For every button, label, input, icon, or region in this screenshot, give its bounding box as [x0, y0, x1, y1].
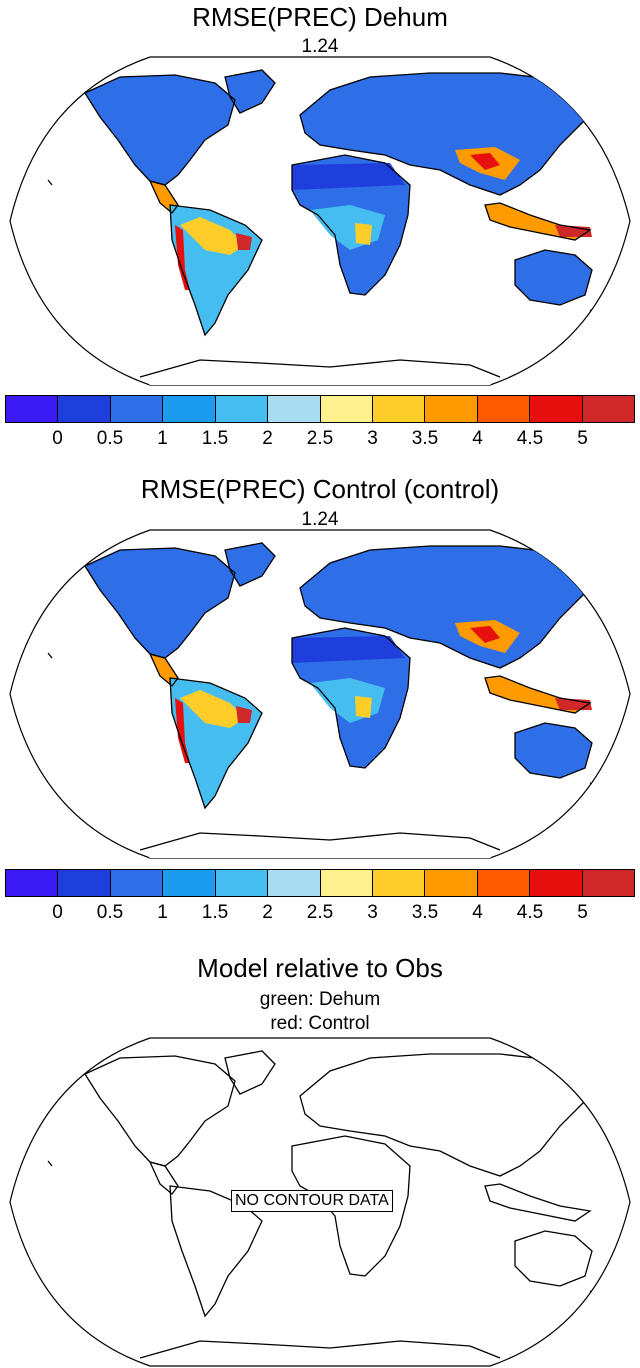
- colorbar-swatch-4: [215, 396, 269, 422]
- colorbar-tick-label: 4: [472, 428, 483, 449]
- colorbar-tick-label: 1.5: [201, 428, 229, 449]
- colorbar-tick-label: 3.5: [411, 428, 439, 449]
- panel2-map: [0, 528, 640, 860]
- colorbar-swatch-5: [268, 870, 321, 896]
- legend-green: green: Dehum: [259, 989, 381, 1010]
- colorbar-swatch-2: [110, 870, 164, 896]
- colorbar-swatch-1: [58, 396, 111, 422]
- colorbar-swatch-3: [163, 870, 216, 896]
- panel2-title: RMSE(PREC) Control (control): [140, 474, 500, 504]
- colorbar-swatch-9: [477, 396, 531, 422]
- colorbar-swatch-7: [372, 870, 426, 896]
- colorbar-swatch-9: [477, 870, 531, 896]
- colorbar-swatch-4: [215, 870, 269, 896]
- colorbar-swatch-3: [163, 396, 216, 422]
- colorbar-tick-label: 5: [577, 902, 588, 923]
- colorbar-2-labels: 0 0.5 1 1.5 2 2.5 3 3.5 4 4.5 5: [0, 902, 640, 928]
- colorbar-tick-label: 1: [157, 428, 168, 449]
- colorbar-tick-label: 0: [52, 902, 63, 923]
- panel2-value: 1.24: [301, 509, 339, 530]
- colorbar-tick-label: 4: [472, 902, 483, 923]
- colorbar-tick-label: 2: [262, 902, 273, 923]
- colorbar-tick-label: 0.5: [96, 428, 124, 449]
- colorbar-tick-label: 0.5: [96, 902, 124, 923]
- colorbar-swatch-11: [582, 396, 635, 422]
- colorbar-tick-label: 0: [52, 428, 63, 449]
- colorbar-1: [5, 395, 635, 423]
- colorbar-tick-label: 2: [262, 428, 273, 449]
- panel1-title: RMSE(PREC) Dehum: [192, 2, 448, 32]
- colorbar-tick-label: 5: [577, 428, 588, 449]
- colorbar-tick-label: 1.5: [201, 902, 229, 923]
- colorbar-swatch-0: [6, 870, 59, 896]
- legend-red: red: Control: [270, 1013, 370, 1034]
- panel3-title: Model relative to Obs: [197, 953, 443, 983]
- colorbar-tick-label: 3.5: [411, 902, 439, 923]
- colorbar-swatch-8: [425, 870, 478, 896]
- colorbar-tick-label: 3: [367, 428, 378, 449]
- colorbar-swatch-6: [320, 870, 373, 896]
- colorbar-swatch-0: [6, 396, 59, 422]
- colorbar-tick-label: 2.5: [306, 902, 334, 923]
- colorbar-swatch-10: [530, 396, 583, 422]
- colorbar-tick-label: 3: [367, 902, 378, 923]
- colorbar-swatch-2: [110, 396, 164, 422]
- colorbar-swatch-10: [530, 870, 583, 896]
- colorbar-swatch-1: [58, 870, 111, 896]
- colorbar-tick-label: 4.5: [516, 902, 544, 923]
- panel1-map: [0, 55, 640, 387]
- colorbar-1-labels: 0 0.5 1 1.5 2 2.5 3 3.5 4 4.5 5: [0, 428, 640, 454]
- colorbar-swatch-5: [268, 396, 321, 422]
- panel1-value: 1.24: [301, 36, 339, 57]
- colorbar-tick-label: 2.5: [306, 428, 334, 449]
- no-contour-data-label: NO CONTOUR DATA: [231, 1190, 393, 1212]
- colorbar-swatch-6: [320, 396, 373, 422]
- colorbar-tick-label: 4.5: [516, 428, 544, 449]
- colorbar-swatch-7: [372, 396, 426, 422]
- colorbar-swatch-11: [582, 870, 635, 896]
- colorbar-tick-label: 1: [157, 902, 168, 923]
- colorbar-2: [5, 869, 635, 897]
- colorbar-swatch-8: [425, 396, 478, 422]
